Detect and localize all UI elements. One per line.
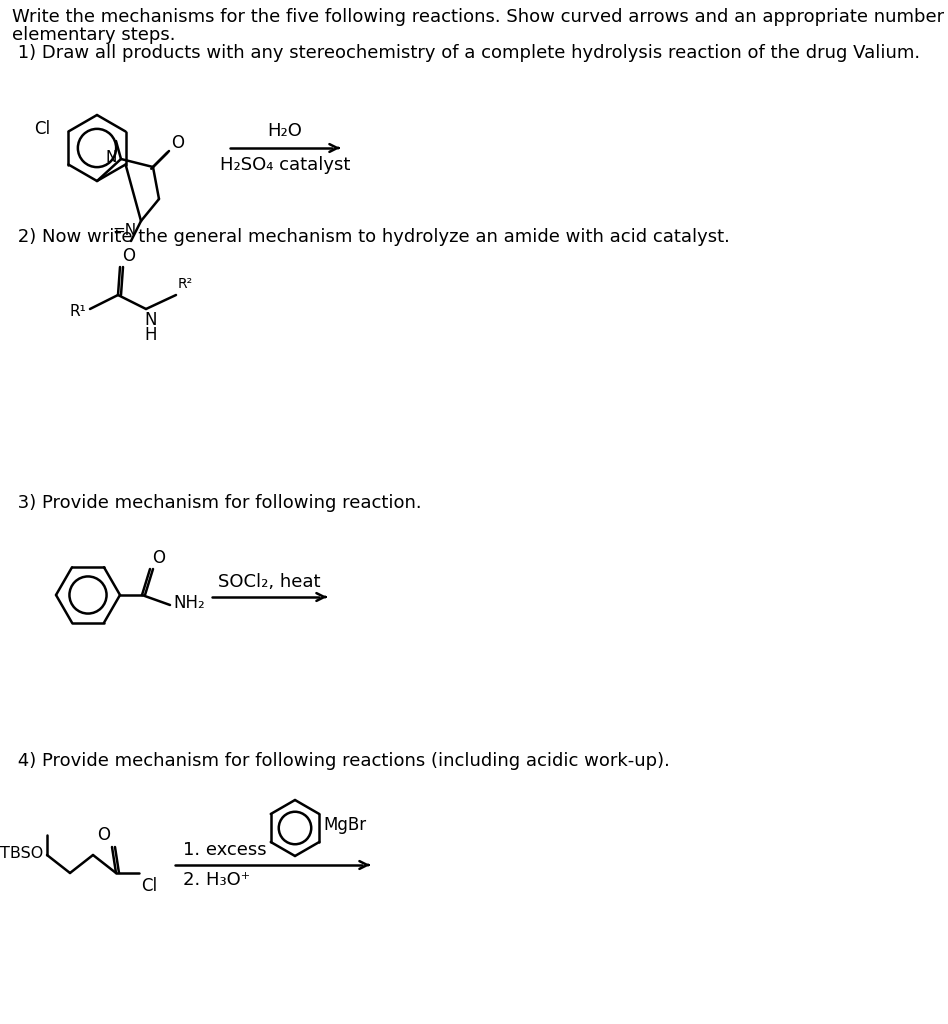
Text: 2. H₃O⁺: 2. H₃O⁺: [183, 871, 250, 889]
Text: N: N: [105, 150, 117, 165]
Text: 1) Draw all products with any stereochemistry of a complete hydrolysis reaction : 1) Draw all products with any stereochem…: [12, 44, 921, 62]
Text: NH₂: NH₂: [173, 594, 205, 612]
Text: TBSO: TBSO: [0, 846, 43, 860]
Text: O: O: [97, 826, 110, 844]
Text: Cl: Cl: [141, 877, 157, 895]
Text: O: O: [171, 134, 184, 152]
Text: H: H: [144, 326, 156, 344]
Text: 3) Provide mechanism for following reaction.: 3) Provide mechanism for following react…: [12, 494, 422, 512]
Text: Write the mechanisms for the five following reactions. Show curved arrows and an: Write the mechanisms for the five follow…: [12, 8, 948, 26]
Text: H₂SO₄ catalyst: H₂SO₄ catalyst: [220, 156, 350, 174]
Text: 4) Provide mechanism for following reactions (including acidic work-up).: 4) Provide mechanism for following react…: [12, 752, 670, 770]
Text: O: O: [152, 549, 165, 567]
Text: =N: =N: [113, 223, 137, 238]
Text: R²: R²: [178, 278, 193, 291]
Text: R¹: R¹: [69, 303, 86, 318]
Text: N: N: [144, 311, 156, 329]
Text: O: O: [122, 247, 135, 265]
Text: H₂O: H₂O: [267, 122, 302, 140]
Text: 1. excess: 1. excess: [183, 841, 266, 859]
Text: MgBr: MgBr: [323, 816, 366, 834]
Text: 2) Now write the general mechanism to hydrolyze an amide with acid catalyst.: 2) Now write the general mechanism to hy…: [12, 228, 730, 246]
Text: Cl: Cl: [34, 121, 50, 138]
Text: SOCl₂, heat: SOCl₂, heat: [218, 573, 320, 591]
Text: elementary steps.: elementary steps.: [12, 26, 175, 44]
